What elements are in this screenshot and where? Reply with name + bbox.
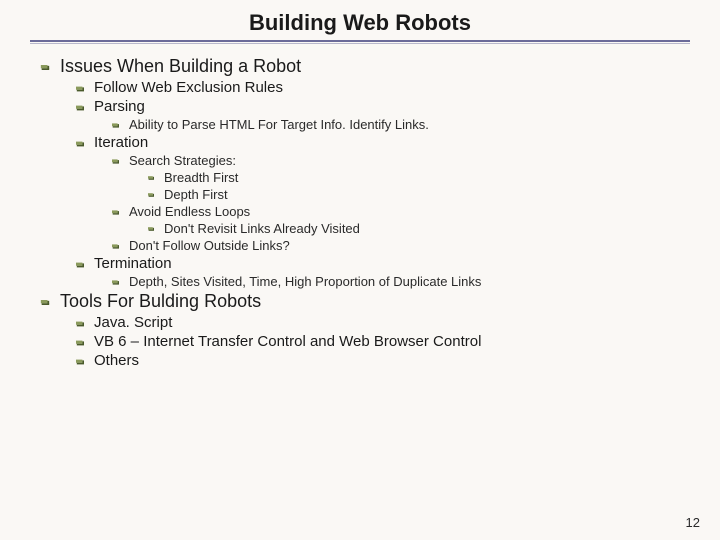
bullet-icon (112, 210, 119, 215)
list-item: Follow Web Exclusion Rules (76, 79, 690, 96)
list-item: Ability to Parse HTML For Target Info. I… (112, 117, 690, 132)
bullet-icon (76, 141, 84, 147)
list-item: Others (76, 352, 690, 369)
list-item: Depth First (148, 187, 690, 202)
list-item-text: Java. Script (94, 314, 172, 331)
list-item-text: Follow Web Exclusion Rules (94, 79, 283, 96)
list-item: Breadth First (148, 170, 690, 185)
bullet-icon (148, 176, 154, 180)
bullet-icon (76, 359, 84, 365)
bullet-icon (148, 227, 154, 231)
bullet-icon (76, 262, 84, 268)
bullet-icon (40, 300, 50, 305)
list-item-text: Depth, Sites Visited, Time, High Proport… (129, 274, 481, 289)
bullet-icon (76, 321, 84, 327)
list-item: Iteration (76, 134, 690, 151)
list-item: Termination (76, 255, 690, 272)
bullet-icon (112, 123, 119, 128)
list-item: Issues When Building a Robot (40, 56, 690, 77)
list-item: VB 6 – Internet Transfer Control and Web… (76, 333, 690, 350)
list-item-text: Don't Revisit Links Already Visited (164, 221, 360, 236)
list-item-text: Issues When Building a Robot (60, 56, 301, 77)
page-number: 12 (686, 515, 700, 530)
list-item: Parsing (76, 98, 690, 115)
list-item-text: Depth First (164, 187, 228, 202)
list-item-text: Ability to Parse HTML For Target Info. I… (129, 117, 429, 132)
bullet-icon (112, 280, 119, 285)
list-item-text: Termination (94, 255, 172, 272)
list-item-text: VB 6 – Internet Transfer Control and Web… (94, 333, 481, 350)
list-item-text: Parsing (94, 98, 145, 115)
title-underline (30, 40, 690, 44)
list-item-text: Avoid Endless Loops (129, 204, 250, 219)
list-item-text: Search Strategies: (129, 153, 236, 168)
list-item: Avoid Endless Loops (112, 204, 690, 219)
bullet-icon (148, 193, 154, 197)
bullet-icon (76, 86, 84, 92)
list-item: Don't Follow Outside Links? (112, 238, 690, 253)
slide-content: Issues When Building a Robot Follow Web E… (30, 56, 690, 369)
list-item-text: Iteration (94, 134, 148, 151)
slide-title: Building Web Robots (30, 10, 690, 36)
list-item: Java. Script (76, 314, 690, 331)
bullet-icon (112, 159, 119, 164)
list-item-text: Breadth First (164, 170, 238, 185)
list-item: Don't Revisit Links Already Visited (148, 221, 690, 236)
bullet-icon (40, 65, 50, 70)
bullet-icon (76, 340, 84, 346)
bullet-icon (112, 244, 119, 249)
list-item-text: Don't Follow Outside Links? (129, 238, 290, 253)
list-item: Search Strategies: (112, 153, 690, 168)
list-item-text: Others (94, 352, 139, 369)
list-item-text: Tools For Bulding Robots (60, 291, 261, 312)
bullet-icon (76, 105, 84, 111)
list-item: Tools For Bulding Robots (40, 291, 690, 312)
list-item: Depth, Sites Visited, Time, High Proport… (112, 274, 690, 289)
